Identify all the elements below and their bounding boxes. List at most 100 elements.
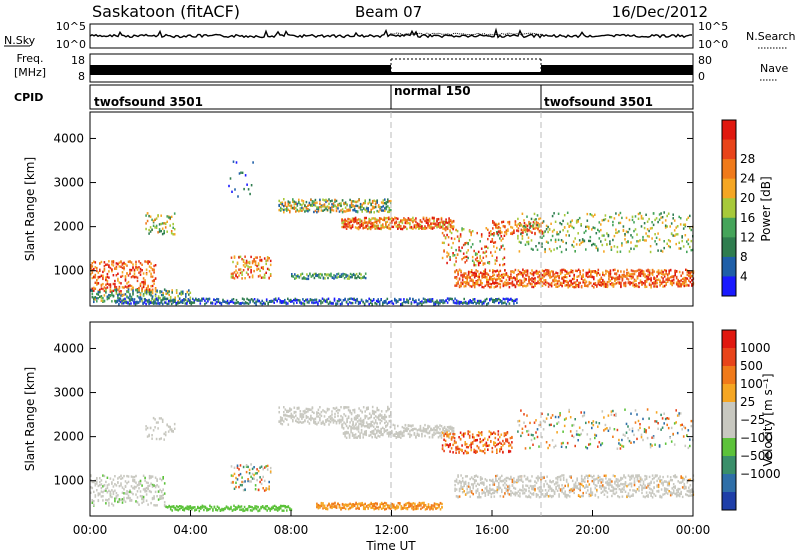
- heatmap-cell: [490, 230, 492, 233]
- heatmap-cell: [124, 263, 127, 266]
- heatmap-cell: [541, 281, 544, 284]
- heatmap-cell: [142, 280, 145, 284]
- heatmap-cell: [445, 226, 447, 229]
- heatmap-cell: [377, 225, 379, 228]
- heatmap-cell: [451, 428, 453, 431]
- heatmap-cell: [376, 406, 378, 410]
- heatmap-cell: [536, 214, 539, 217]
- heatmap-cell: [136, 490, 139, 493]
- heatmap-cell: [308, 203, 311, 206]
- heatmap-cell: [284, 208, 287, 211]
- heatmap-cell: [170, 430, 173, 433]
- heatmap-cell: [475, 272, 477, 275]
- heatmap-cell: [364, 208, 366, 212]
- heatmap-cell: [464, 443, 466, 446]
- heatmap-cell: [292, 206, 294, 210]
- heatmap-cell: [147, 290, 149, 294]
- heatmap-cell: [112, 289, 115, 292]
- heatmap-cell: [486, 479, 488, 482]
- heatmap-cell: [149, 426, 152, 430]
- heatmap-cell: [100, 479, 103, 482]
- heatmap-cell: [446, 443, 448, 446]
- heatmap-cell: [348, 297, 351, 301]
- heatmap-cell: [450, 436, 453, 439]
- heatmap-cell: [319, 202, 321, 205]
- heatmap-cell: [615, 282, 618, 285]
- heatmap-cell: [254, 262, 257, 265]
- heatmap-cell: [448, 425, 450, 429]
- heatmap-cell: [494, 262, 497, 265]
- heatmap-cell: [139, 300, 141, 303]
- heatmap-cell: [454, 489, 456, 492]
- heatmap-cell: [281, 208, 284, 211]
- heatmap-cell: [471, 442, 474, 445]
- heatmap-cell: [141, 287, 143, 290]
- heatmap-cell: [292, 275, 295, 278]
- heatmap-cell: [610, 248, 613, 251]
- heatmap-cell: [464, 255, 466, 259]
- heatmap-cell: [475, 281, 477, 284]
- heatmap-cell: [482, 438, 485, 442]
- heatmap-cell: [397, 432, 399, 435]
- heatmap-cell: [274, 297, 277, 300]
- heatmap-cell: [600, 228, 602, 232]
- heatmap-cell: [348, 226, 351, 229]
- heatmap-cell: [279, 201, 282, 205]
- heatmap-cell: [606, 243, 608, 246]
- heatmap-cell: [121, 302, 123, 305]
- heatmap-cell: [579, 281, 581, 285]
- heatmap-cell: [355, 272, 358, 276]
- heatmap-cell: [547, 230, 549, 234]
- heatmap-cell: [667, 239, 670, 242]
- heatmap-cell: [520, 224, 522, 227]
- heatmap-cell: [460, 282, 462, 286]
- heatmap-cell: [380, 414, 383, 417]
- heatmap-cell: [360, 299, 363, 302]
- heatmap-cell: [505, 278, 508, 282]
- heatmap-cell: [346, 277, 349, 280]
- heatmap-cell: [510, 225, 512, 229]
- heatmap-cell: [283, 204, 285, 208]
- heatmap-cell: [521, 237, 524, 240]
- heatmap-cell: [106, 486, 109, 490]
- heatmap-cell: [283, 414, 285, 417]
- heatmap-cell: [358, 419, 360, 422]
- heatmap-cell: [241, 301, 244, 305]
- heatmap-cell: [150, 285, 152, 288]
- heatmap-cell: [109, 285, 112, 289]
- heatmap-cell: [470, 476, 473, 479]
- heatmap-cell: [505, 439, 507, 443]
- heatmap-cell: [385, 415, 388, 419]
- heatmap-cell: [334, 276, 337, 279]
- heatmap-cell: [160, 437, 162, 440]
- heatmap-cell: [397, 225, 399, 228]
- heatmap-cell: [626, 272, 628, 276]
- heatmap-cell: [446, 301, 449, 304]
- heatmap-cell: [286, 207, 288, 210]
- heatmap-cell: [619, 250, 622, 253]
- heatmap-cell: [597, 228, 599, 232]
- heatmap-cell: [531, 269, 533, 272]
- heatmap-cell: [392, 225, 395, 229]
- heatmap-cell: [470, 300, 473, 303]
- heatmap-cell: [310, 408, 312, 411]
- heatmap-cell: [455, 480, 458, 483]
- heatmap-cell: [262, 487, 264, 490]
- heatmap-cell: [343, 273, 346, 276]
- heatmap-cell: [478, 492, 480, 495]
- heatmap-cell: [371, 217, 373, 220]
- heatmap-cell: [450, 447, 453, 450]
- heatmap-cell: [528, 277, 530, 281]
- heatmap-cell: [296, 202, 299, 206]
- heatmap-cell: [256, 472, 258, 475]
- heatmap-cell: [354, 427, 357, 430]
- heatmap-cell: [510, 270, 512, 273]
- heatmap-cell: [364, 416, 366, 420]
- heatmap-cell: [278, 208, 280, 212]
- heatmap-cell: [342, 219, 345, 222]
- heatmap-cell: [368, 221, 370, 224]
- heatmap-cell: [428, 226, 431, 229]
- heatmap-cell: [301, 203, 303, 207]
- heatmap-cell: [348, 218, 351, 221]
- heatmap-cell: [419, 301, 422, 305]
